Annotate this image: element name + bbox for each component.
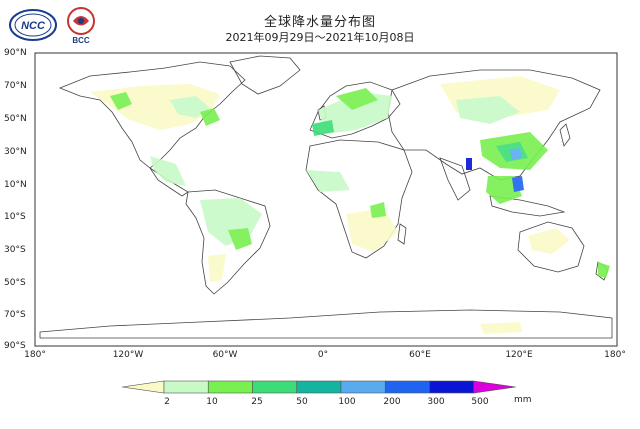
precip-nz (598, 262, 610, 278)
y-tick-label: 50°N (4, 114, 27, 124)
legend-box-max (473, 380, 516, 394)
precip-asia-2 (456, 96, 520, 124)
north-america-outline (58, 61, 246, 169)
south-america-outline (185, 189, 271, 295)
ncc-logo: NCC (9, 9, 57, 41)
y-tick-label: 10°S (4, 212, 26, 222)
y-tick-label: 70°S (4, 310, 26, 320)
x-tick-label: 180° (24, 350, 46, 360)
indonesia-outline (489, 195, 566, 217)
japan-outline (559, 123, 571, 147)
australia-outline (517, 221, 585, 273)
legend-boxes (121, 380, 516, 394)
madagascar-outline (397, 223, 407, 245)
precip-asia-6 (466, 158, 472, 170)
y-tick-label: 90°S (4, 341, 26, 351)
precip-antarctica (480, 322, 522, 334)
svg-text:BCC: BCC (72, 36, 90, 45)
map-subtitle: 2021年09月29日～2021年10月08日 (225, 31, 415, 44)
precip-africa-3 (370, 202, 386, 218)
precip-europe-2 (336, 88, 378, 110)
precip-n-america-3 (170, 96, 210, 118)
legend-box (163, 380, 209, 394)
x-tick-label: 180° (604, 350, 626, 360)
y-tick-label: 50°S (4, 278, 26, 288)
legend-box (252, 380, 298, 394)
legend-box (296, 380, 342, 394)
bcc-logo: BCC (67, 7, 95, 45)
legend-unit: mm (514, 395, 532, 405)
precip-australia (528, 228, 570, 254)
precip-s-america-3 (208, 254, 226, 282)
legend-tick-label: 10 (206, 397, 218, 407)
svg-text:NCC: NCC (21, 20, 46, 32)
europe-outline (309, 81, 401, 139)
x-tick-label: 60°W (212, 350, 238, 360)
x-tick-label: 120°W (112, 350, 144, 360)
precipitation-fills (90, 76, 610, 334)
legend-box (340, 380, 386, 394)
legend-box (207, 380, 253, 394)
y-tick-label: 30°N (4, 147, 27, 157)
legend-tick-label: 25 (251, 397, 263, 407)
legend-tick-label: 50 (296, 397, 308, 407)
y-tick-label: 70°N (4, 81, 27, 91)
legend-box (429, 380, 475, 394)
precip-se-asia-2 (512, 176, 524, 192)
y-tick-label: 10°N (4, 180, 27, 190)
precip-central-america (150, 156, 186, 186)
y-tick-label: 90°N (4, 48, 27, 58)
precip-africa-1 (306, 170, 350, 192)
x-tick-label: 60°E (409, 350, 431, 360)
precip-s-america-2 (228, 228, 252, 250)
legend-tick-label: 500 (471, 397, 489, 407)
precip-n-america-4 (200, 108, 220, 126)
land-outlines (39, 55, 613, 339)
antarctica-outline (39, 309, 613, 339)
precip-n-america-2 (110, 92, 132, 110)
greenland-outline (229, 55, 301, 95)
precip-africa-2 (346, 208, 398, 252)
legend-tick-label: 200 (383, 397, 401, 407)
legend-tick-label: 2 (164, 397, 170, 407)
legend-box (384, 380, 430, 394)
legend-tick-label: 300 (427, 397, 445, 407)
y-tick-label: 30°S (4, 245, 26, 255)
x-tick-label: 120°E (505, 350, 533, 360)
precip-asia-5 (510, 148, 522, 160)
legend-box-min (121, 380, 165, 394)
india-outline (439, 157, 471, 201)
precip-europe-1 (318, 92, 392, 134)
x-tick-label: 0° (317, 350, 329, 360)
map-title: 全球降水量分布图 (263, 15, 376, 30)
africa-outline (305, 139, 413, 259)
legend-tick-label: 100 (338, 397, 356, 407)
precip-europe-3 (312, 120, 334, 136)
